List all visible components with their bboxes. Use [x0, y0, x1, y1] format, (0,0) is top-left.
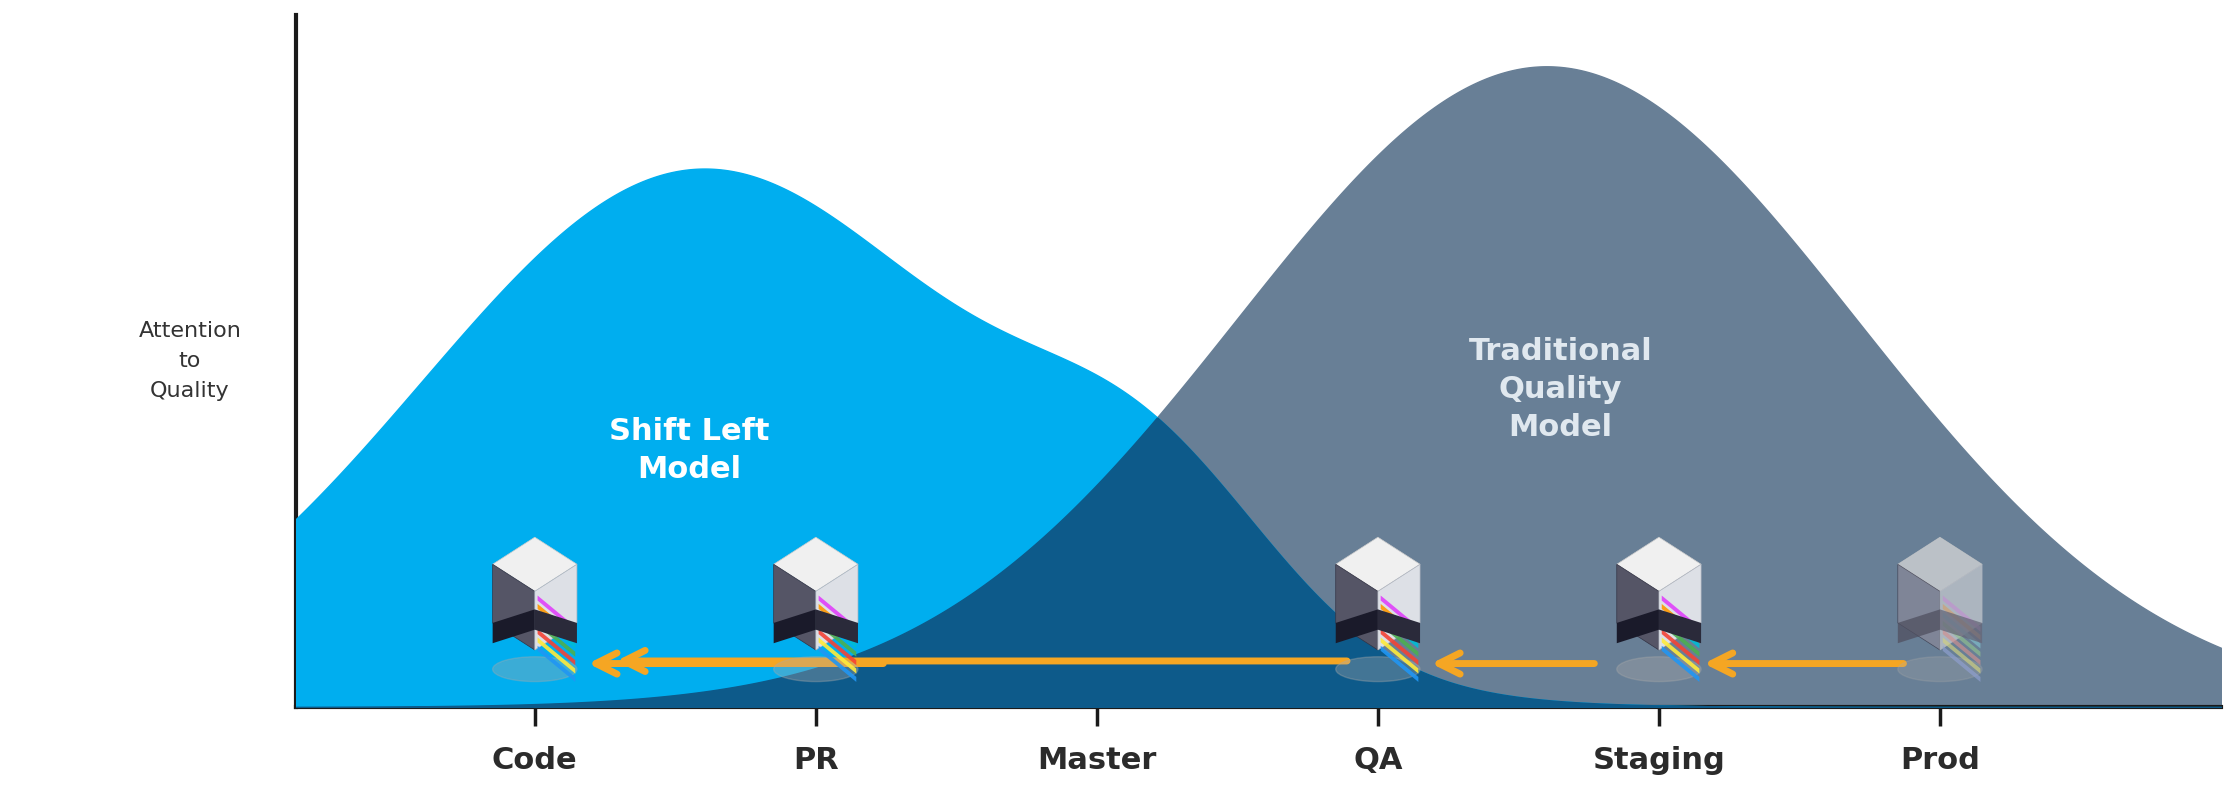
Polygon shape	[537, 604, 575, 640]
Polygon shape	[1898, 564, 1941, 650]
Polygon shape	[1898, 537, 1981, 592]
Polygon shape	[774, 564, 816, 650]
Polygon shape	[1898, 609, 1941, 643]
Polygon shape	[1380, 645, 1418, 682]
Polygon shape	[1943, 645, 1981, 682]
Polygon shape	[534, 564, 577, 650]
Polygon shape	[1943, 629, 1981, 665]
Polygon shape	[1617, 609, 1659, 643]
Polygon shape	[1941, 609, 1981, 643]
Polygon shape	[1380, 604, 1418, 640]
Polygon shape	[537, 645, 575, 682]
Polygon shape	[537, 612, 575, 649]
Polygon shape	[774, 609, 816, 643]
Polygon shape	[818, 645, 856, 682]
Polygon shape	[1943, 638, 1981, 674]
Polygon shape	[537, 629, 575, 665]
Polygon shape	[1335, 564, 1377, 650]
Polygon shape	[492, 609, 534, 643]
Polygon shape	[818, 629, 856, 665]
Polygon shape	[1943, 612, 1981, 649]
Polygon shape	[1377, 564, 1420, 650]
Polygon shape	[818, 621, 856, 656]
Polygon shape	[537, 638, 575, 674]
Polygon shape	[1380, 638, 1418, 674]
Polygon shape	[1661, 645, 1699, 682]
Polygon shape	[1943, 604, 1981, 640]
Polygon shape	[1943, 621, 1981, 656]
Polygon shape	[492, 537, 577, 592]
Polygon shape	[1335, 537, 1420, 592]
Ellipse shape	[492, 656, 577, 682]
Polygon shape	[537, 621, 575, 656]
Polygon shape	[1617, 537, 1702, 592]
Polygon shape	[1659, 609, 1702, 643]
Polygon shape	[537, 596, 575, 632]
Polygon shape	[818, 612, 856, 649]
Polygon shape	[1380, 612, 1418, 649]
Polygon shape	[818, 596, 856, 632]
Polygon shape	[492, 564, 534, 650]
Polygon shape	[818, 638, 856, 674]
Polygon shape	[1617, 564, 1659, 650]
Ellipse shape	[774, 656, 859, 682]
Ellipse shape	[1335, 656, 1420, 682]
Polygon shape	[1943, 596, 1981, 632]
Polygon shape	[1661, 596, 1699, 632]
Text: Attention
to
Quality: Attention to Quality	[139, 322, 241, 401]
Polygon shape	[1661, 629, 1699, 665]
Polygon shape	[1659, 564, 1702, 650]
Polygon shape	[1661, 638, 1699, 674]
Polygon shape	[1661, 621, 1699, 656]
Polygon shape	[534, 609, 577, 643]
Polygon shape	[1380, 596, 1418, 632]
Polygon shape	[1380, 621, 1418, 656]
Polygon shape	[1377, 609, 1420, 643]
Text: Shift Left
Model: Shift Left Model	[608, 417, 769, 484]
Polygon shape	[774, 537, 859, 592]
Ellipse shape	[1898, 656, 1981, 682]
Polygon shape	[1380, 629, 1418, 665]
Polygon shape	[818, 604, 856, 640]
Ellipse shape	[1617, 656, 1702, 682]
Polygon shape	[816, 609, 859, 643]
Polygon shape	[1661, 612, 1699, 649]
Polygon shape	[1335, 609, 1377, 643]
Polygon shape	[816, 564, 859, 650]
Polygon shape	[1941, 564, 1981, 650]
Text: Traditional
Quality
Model: Traditional Quality Model	[1469, 337, 1652, 442]
Polygon shape	[1661, 604, 1699, 640]
